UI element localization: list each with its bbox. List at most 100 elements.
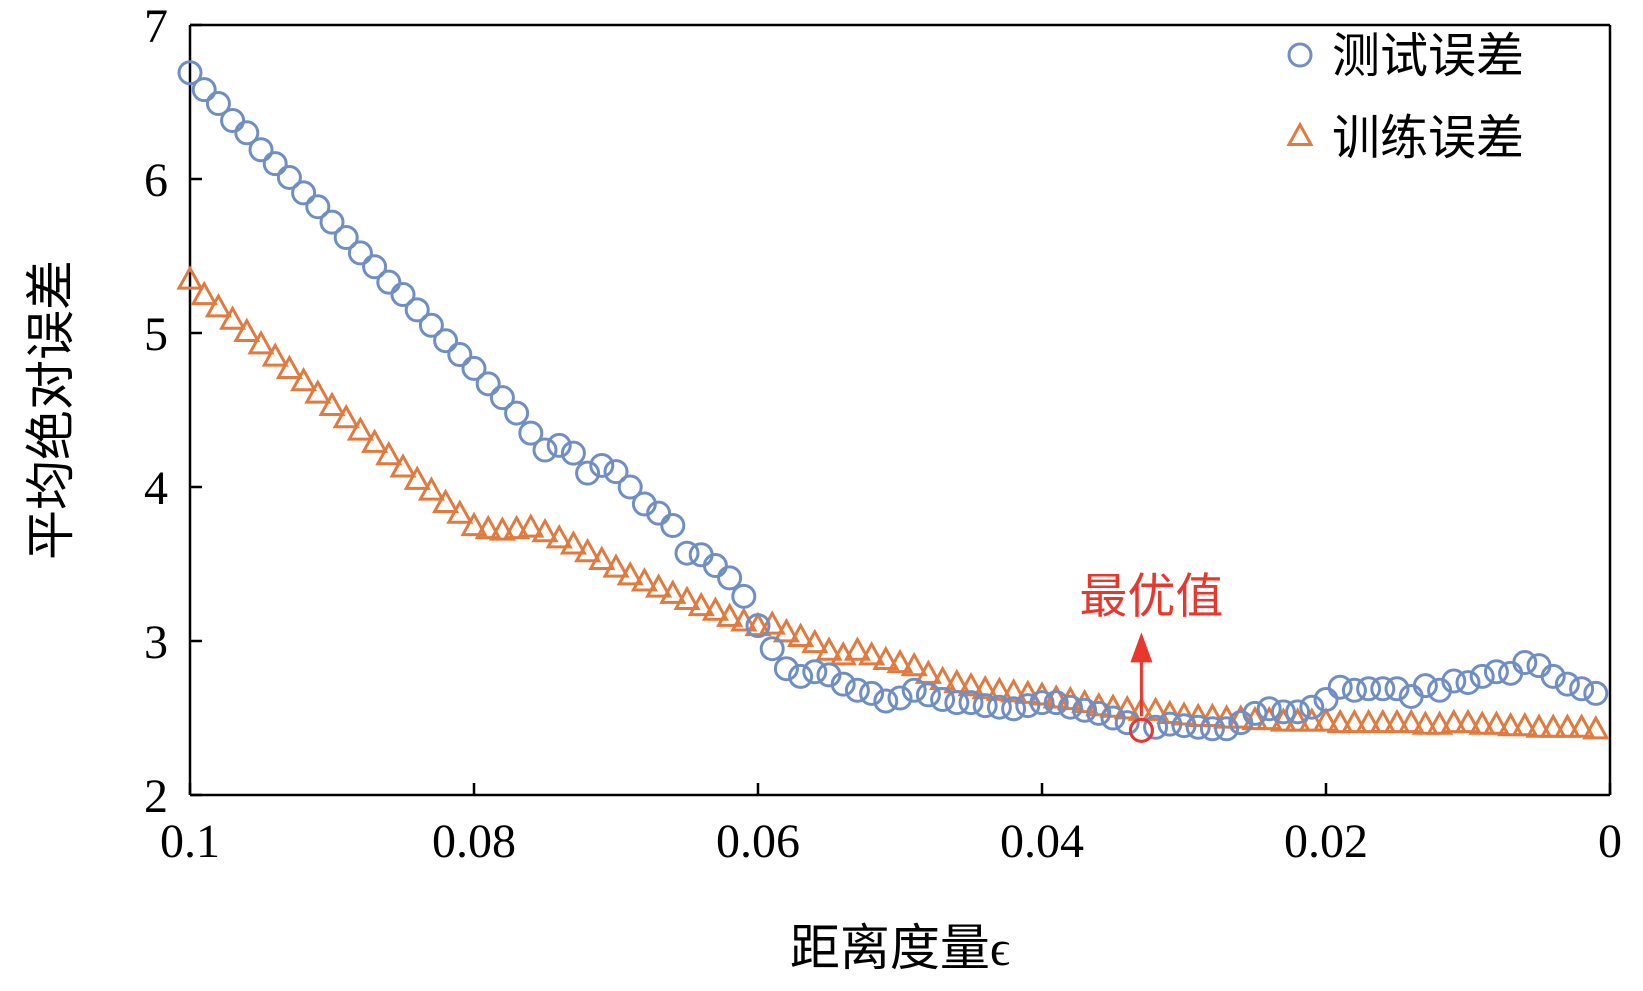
legend-marker-test-error	[1287, 42, 1313, 68]
test-error-point	[475, 371, 501, 397]
test-error-point	[461, 355, 487, 381]
test-error-point	[333, 225, 359, 251]
test-error-point	[1341, 677, 1367, 703]
train-error-point	[1227, 704, 1255, 729]
x-tick-label: 0.06	[716, 815, 800, 868]
test-error-point	[1483, 659, 1509, 685]
train-error-point	[872, 645, 900, 671]
optimum-arrow-head-icon	[1130, 632, 1153, 663]
train-error-point	[290, 366, 318, 392]
test-error-point	[1242, 700, 1268, 726]
train-error-point	[758, 610, 786, 635]
test-error-point	[1270, 699, 1296, 725]
train-error-point	[957, 671, 985, 697]
train-error-point	[1397, 708, 1425, 734]
train-error-point	[446, 499, 474, 524]
train-error-point	[545, 523, 573, 549]
test-error-point	[347, 240, 373, 266]
test-error-point	[1583, 680, 1609, 706]
test-error-point	[575, 460, 601, 486]
train-error-point	[588, 545, 616, 570]
train-error-point	[1440, 708, 1468, 734]
train-error-point	[701, 596, 729, 621]
train-error-point	[1511, 711, 1539, 737]
test-error-point	[262, 151, 288, 177]
ticks: 0.1 0.08 0.06 0.04 0.02 0 2 3 4 5 6 7	[144, 0, 1622, 868]
train-error-point	[403, 465, 431, 490]
test-error-point	[248, 137, 274, 163]
test-error-point	[1412, 673, 1438, 699]
test-error-point	[404, 297, 430, 323]
test-error-point	[773, 656, 799, 682]
x-tick-label: 0.04	[1000, 815, 1084, 868]
test-error-point	[447, 342, 473, 368]
legend-marker-train-error	[1286, 121, 1314, 147]
train-error-point	[375, 440, 403, 466]
test-error-point	[390, 282, 416, 307]
train-error-point	[1411, 710, 1439, 735]
train-error-point	[417, 476, 445, 501]
train-error-point	[1156, 699, 1184, 724]
test-error-point	[1526, 653, 1552, 679]
test-error-point	[944, 690, 970, 716]
train-error-point	[574, 537, 602, 563]
test-error-point	[1100, 705, 1126, 731]
test-error-point	[1540, 663, 1566, 689]
test-error-point	[276, 164, 302, 190]
test-error-point	[1086, 700, 1112, 726]
train-error-point	[744, 611, 772, 637]
series-train-error	[176, 265, 1610, 740]
test-error-point	[1356, 676, 1382, 702]
test-error-point	[745, 613, 771, 639]
test-error-point	[972, 693, 998, 719]
train-error-point	[1568, 713, 1596, 738]
train-error-point	[1184, 702, 1212, 728]
test-error-point	[844, 677, 870, 703]
test-error-point	[930, 687, 956, 713]
test-error-point	[1327, 674, 1353, 700]
y-tick-label: 6	[144, 154, 168, 207]
test-error-point	[1171, 713, 1197, 739]
test-error-point	[191, 77, 217, 103]
train-error-point	[219, 305, 247, 330]
train-error-point	[531, 517, 559, 543]
test-error-point	[1455, 670, 1481, 696]
train-error-point	[1454, 708, 1482, 734]
train-error-point	[673, 585, 701, 610]
test-error-point	[688, 542, 714, 568]
train-error-point	[630, 567, 658, 592]
train-error-point	[1326, 708, 1354, 734]
test-error-point	[958, 690, 984, 716]
test-error-point	[674, 540, 700, 566]
test-error-point	[887, 685, 913, 711]
test-error-point	[1384, 676, 1410, 702]
train-error-point	[1170, 701, 1198, 726]
test-error-point	[830, 671, 856, 697]
train-error-point	[1369, 708, 1397, 734]
optimum-label: 最优值	[1079, 570, 1223, 623]
train-error-point	[801, 628, 829, 654]
train-error-point	[233, 317, 261, 343]
train-error-point	[1497, 711, 1525, 737]
test-error-point	[376, 269, 402, 295]
test-error-point	[433, 328, 459, 354]
y-tick-label: 2	[144, 770, 168, 823]
train-error-point	[517, 513, 545, 538]
test-error-point	[1185, 714, 1211, 740]
legend-label-train-error: 训练误差	[1332, 112, 1524, 165]
train-error-point	[971, 674, 999, 700]
test-error-point	[234, 120, 260, 146]
train-error-point	[346, 416, 374, 441]
train-error-point	[687, 591, 715, 617]
optimum-marker	[1128, 717, 1154, 743]
test-error-point	[1001, 696, 1027, 722]
test-error-point	[518, 420, 544, 446]
train-error-point	[659, 579, 687, 604]
train-error-point	[488, 516, 516, 541]
train-error-point	[247, 329, 275, 355]
test-error-point	[702, 553, 728, 579]
train-error-point	[1582, 714, 1610, 740]
test-error-point	[177, 60, 203, 86]
test-error-point	[1114, 710, 1140, 736]
